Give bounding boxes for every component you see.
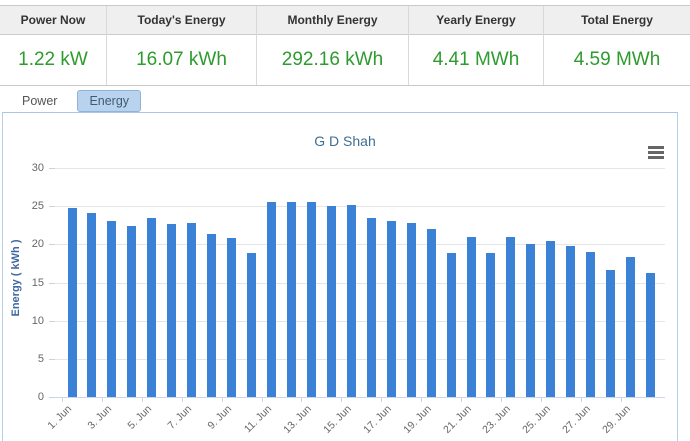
bar-24-jun[interactable]	[526, 243, 536, 397]
x-axis-tick	[540, 398, 542, 402]
hamburger-icon	[648, 150, 664, 154]
x-axis-tick	[341, 398, 343, 402]
summary-value: 4.59 MWh	[544, 35, 690, 85]
y-axis-tick	[49, 320, 55, 322]
bar-7-jun[interactable]	[187, 222, 197, 397]
x-axis-tick	[620, 398, 622, 402]
x-axis-tick	[62, 398, 64, 402]
summary-table: Power Now 1.22 kW Today's Energy 16.07 k…	[0, 5, 690, 86]
y-axis-tick	[49, 206, 55, 208]
bar-19-jun[interactable]	[426, 229, 436, 397]
summary-value: 16.07 kWh	[107, 35, 256, 85]
y-axis-tick	[49, 168, 55, 169]
y-axis-tick	[49, 244, 55, 246]
bar-8-jun[interactable]	[207, 233, 217, 397]
x-axis-tick	[261, 398, 263, 402]
chart-panel	[2, 112, 678, 441]
y-gridline	[55, 244, 665, 246]
y-axis-tick	[49, 282, 55, 284]
x-axis-tick	[461, 398, 463, 402]
x-axis-tick	[101, 398, 103, 402]
y-axis-tick-label: 10	[31, 314, 44, 327]
y-gridline	[55, 168, 665, 169]
bar-14-jun[interactable]	[326, 206, 336, 397]
bar-6-jun[interactable]	[167, 224, 177, 397]
x-axis-tick	[221, 398, 223, 402]
y-axis-tick-label: 25	[31, 200, 44, 213]
y-axis-tick-label: 15	[31, 276, 44, 289]
summary-col-monthly-energy: Monthly Energy 292.16 kWh	[256, 6, 408, 85]
bar-15-jun[interactable]	[346, 205, 356, 397]
y-gridline	[55, 320, 665, 322]
y-axis-tick	[49, 358, 55, 360]
summary-col-yearly-energy: Yearly Energy 4.41 MWh	[408, 6, 543, 85]
x-axis-tick	[181, 398, 183, 402]
bar-12-jun[interactable]	[286, 202, 296, 397]
chart-title: G D Shah	[314, 133, 376, 149]
summary-value: 4.41 MWh	[409, 35, 543, 85]
y-axis-tick-label: 20	[31, 238, 44, 251]
hamburger-icon	[648, 145, 664, 149]
tab-bar: Power Energy	[0, 90, 690, 112]
bar-3-jun[interactable]	[107, 220, 117, 397]
bar-18-jun[interactable]	[406, 222, 416, 397]
bar-17-jun[interactable]	[386, 220, 396, 397]
bar-10-jun[interactable]	[247, 252, 257, 397]
x-axis-tick	[500, 398, 502, 402]
tab-power[interactable]: Power	[22, 94, 58, 108]
bar-5-jun[interactable]	[147, 218, 157, 397]
bar-26-jun[interactable]	[566, 245, 576, 397]
bar-9-jun[interactable]	[227, 238, 237, 397]
summary-value: 1.22 kW	[0, 35, 106, 85]
bar-30-jun[interactable]	[646, 273, 656, 397]
bar-21-jun[interactable]	[466, 236, 476, 397]
x-axis-tick	[381, 398, 383, 402]
x-axis-line	[55, 397, 665, 398]
bar-23-jun[interactable]	[506, 237, 516, 397]
summary-value: 292.16 kWh	[257, 35, 408, 85]
bar-13-jun[interactable]	[306, 202, 316, 397]
summary-col-todays-energy: Today's Energy 16.07 kWh	[106, 6, 256, 85]
summary-header: Monthly Energy	[257, 6, 408, 35]
summary-col-total-energy: Total Energy 4.59 MWh	[543, 6, 690, 85]
y-axis-tick-label: 0	[37, 391, 44, 403]
summary-header: Yearly Energy	[409, 6, 543, 35]
x-axis-tick	[421, 398, 423, 402]
x-axis-tick	[580, 398, 582, 402]
bar-27-jun[interactable]	[586, 251, 596, 397]
y-axis-tick-label: 5	[37, 352, 44, 365]
summary-col-power-now: Power Now 1.22 kW	[0, 6, 106, 85]
y-gridline	[55, 206, 665, 208]
y-gridline	[55, 282, 665, 284]
summary-header: Today's Energy	[107, 6, 256, 35]
bar-11-jun[interactable]	[267, 201, 276, 397]
bar-2-jun[interactable]	[87, 213, 97, 397]
bar-22-jun[interactable]	[486, 253, 496, 397]
bar-4-jun[interactable]	[127, 226, 137, 397]
bar-20-jun[interactable]	[446, 253, 456, 397]
summary-header: Power Now	[0, 6, 106, 35]
summary-header: Total Energy	[544, 6, 690, 35]
bar-28-jun[interactable]	[606, 270, 616, 397]
bar-16-jun[interactable]	[366, 217, 376, 397]
x-axis-tick	[301, 398, 303, 402]
y-axis-tick	[49, 397, 55, 398]
bar-29-jun[interactable]	[626, 256, 636, 397]
bar-1-jun[interactable]	[67, 208, 77, 397]
tab-energy[interactable]: Energy	[77, 90, 142, 112]
y-axis-tick-label: 30	[31, 162, 44, 174]
hamburger-icon	[648, 155, 664, 159]
bar-25-jun[interactable]	[546, 241, 556, 397]
x-axis-tick	[141, 398, 143, 402]
y-gridline	[55, 358, 665, 360]
export-menu-button[interactable]	[645, 143, 667, 161]
